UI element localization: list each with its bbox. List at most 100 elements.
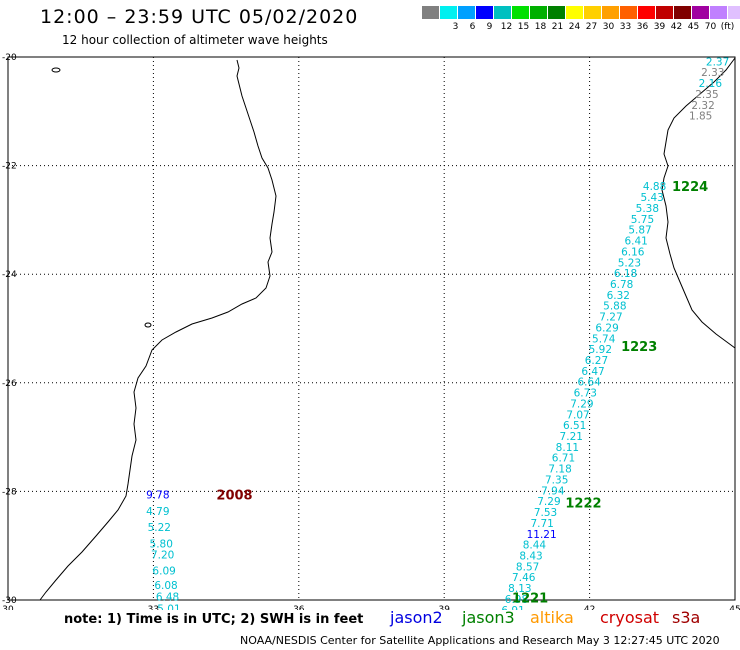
swh-value: 5.01 [157,604,180,610]
swh-value: 6.32 [607,290,630,302]
color-swatch [422,6,440,19]
swh-value: 6.27 [585,355,608,367]
swh-value: 7.29 [570,398,593,410]
color-swatch [548,6,566,19]
swh-value: 2.32 [691,100,714,112]
lon-tick-label: 36 [293,605,305,610]
swh-value: 5.22 [148,522,171,534]
swh-value: 1.85 [689,111,712,123]
color-scale-label: 42 [670,22,683,32]
pass-time-label: 1223 [621,340,657,355]
swh-value: 6.09 [152,566,175,578]
swh-value: 7.71 [530,518,553,530]
swh-value: 6.78 [610,279,633,291]
color-swatch [530,6,548,19]
island-outline [144,322,152,328]
swh-value: 7.27 [599,312,622,324]
swh-value: 8.44 [523,540,547,552]
color-scale-label: 24 [568,22,581,32]
lon-tick-label: 42 [584,605,595,610]
swh-value: 7.53 [534,507,557,519]
color-swatch [584,6,602,19]
swh-value: 6.73 [574,388,597,400]
pass-time-label: 2008 [216,489,252,504]
color-scale-label: (ft) [720,22,735,32]
swh-value: 6.98 [505,594,528,606]
color-scale [422,6,740,19]
swh-value: 6.08 [154,580,177,592]
color-scale-label: 30 [602,22,615,32]
color-swatch [638,6,656,19]
color-scale-label: 39 [653,22,666,32]
page-title: 12:00 – 23:59 UTC 05/02/2020 [40,6,359,28]
satellite-label: cryosat [600,608,660,627]
swh-value: 6.64 [577,377,601,389]
color-swatch [692,6,710,19]
swh-value: 5.75 [631,214,654,226]
swh-value: 2.35 [695,89,718,101]
swh-value: 5.87 [628,225,651,237]
swh-value: 6.29 [595,322,618,334]
swh-value: 4.88 [643,181,666,193]
color-swatch [710,6,728,19]
swh-value: 6.41 [624,236,647,248]
wave-height-map: 30 33 36 39 42 45-20-22-24-26-28-302.372.332.… [2,53,740,610]
color-swatch [620,6,638,19]
swh-value: 7.46 [512,572,536,584]
map-frame [7,56,736,601]
lat-tick-label: -20 [2,53,17,63]
color-swatch [494,6,512,19]
color-swatch [728,6,740,19]
lat-tick-label: -30 [2,596,17,606]
island-outline [51,67,61,73]
swh-value: 5.74 [592,333,616,345]
satellite-label: jason2 [390,608,443,627]
color-scale-label: 70 [704,22,717,32]
swh-value: 9.78 [146,490,169,502]
satellite-label: altika [530,608,574,627]
lat-tick-label: -24 [2,270,17,280]
swh-value: 2.16 [699,78,723,90]
lat-tick-label: -28 [2,487,17,497]
swh-value: 7.94 [541,485,565,497]
swh-value: 2.33 [701,67,724,79]
color-scale-label: 21 [551,22,564,32]
swh-value: 8.11 [556,442,579,454]
swh-value: 5.43 [640,192,663,204]
lon-tick-label: 39 [438,605,450,610]
swh-value: 7.18 [548,464,571,476]
color-scale-label: 3 [452,22,459,32]
swh-value: 8.43 [519,550,542,562]
swh-value: 6.47 [581,366,604,378]
swh-value: 7.20 [151,549,174,561]
swh-value: 8.13 [508,583,531,595]
note-text: note: 1) Time is in UTC; 2) SWH is in fe… [64,612,364,627]
swh-value: 6.91 [501,605,524,610]
pass-time-label: 1224 [672,180,708,195]
swh-value: 7.29 [537,496,560,508]
satellite-label: s3a [672,608,701,627]
swh-value: 5.92 [589,344,612,356]
color-scale-label: 6 [469,22,476,32]
lon-tick-label: 33 [148,605,159,610]
swh-value: 7.35 [545,474,568,486]
swh-value: 8.57 [516,561,539,573]
color-swatch [602,6,620,19]
swh-value: 6.48 [156,592,179,604]
color-scale-label: 36 [636,22,649,32]
satellite-label: jason3 [462,608,515,627]
swh-value: 4.79 [146,506,169,518]
swh-value: 7.07 [566,409,589,421]
page-subtitle: 12 hour collection of altimeter wave hei… [62,33,328,47]
color-swatch [458,6,476,19]
lat-tick-label: -22 [2,162,17,172]
color-swatch [656,6,674,19]
swh-value: 5.88 [603,301,626,313]
swh-value: 11.21 [527,529,557,541]
pass-time-label: 1222 [565,496,601,511]
color-swatch [566,6,584,19]
swh-value: 2.37 [706,56,729,68]
color-swatch [476,6,494,19]
swh-value: 7.21 [560,431,583,443]
madagascar-coastline [661,57,736,349]
